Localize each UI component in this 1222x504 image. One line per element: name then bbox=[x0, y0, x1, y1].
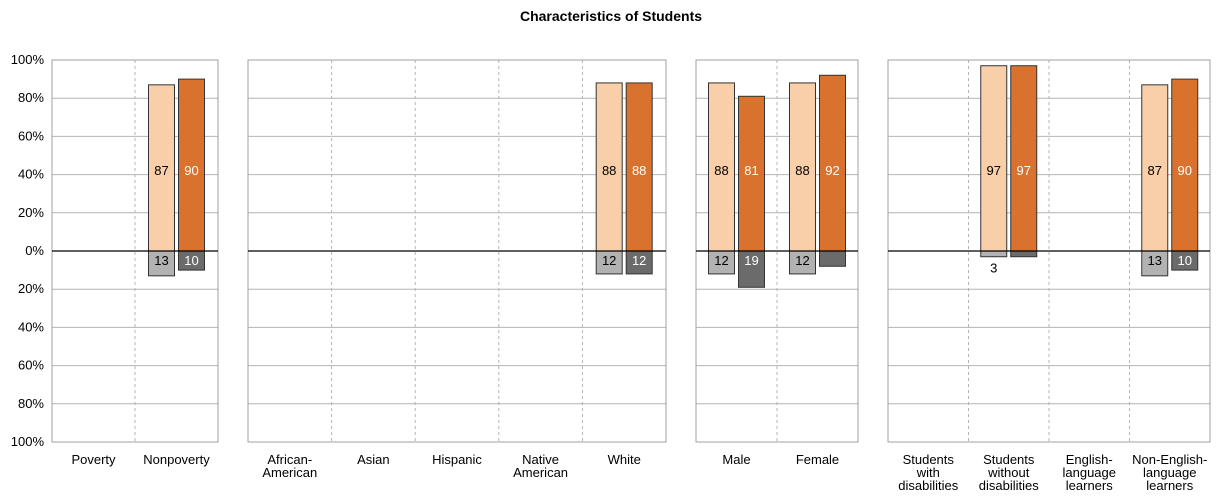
data-label-lower: 13 bbox=[1148, 253, 1162, 268]
bar-upper bbox=[595, 82, 623, 252]
bar-lower bbox=[980, 250, 1008, 258]
y-tick-label: 60% bbox=[18, 128, 44, 143]
x-tick-label: White bbox=[608, 452, 641, 467]
x-tick-label: with bbox=[916, 465, 940, 480]
x-tick-label: Male bbox=[722, 452, 750, 467]
data-label-upper: 97 bbox=[1017, 163, 1031, 178]
x-tick-label: without bbox=[987, 465, 1030, 480]
data-label-lower: 12 bbox=[632, 253, 646, 268]
y-tick-label: 40% bbox=[18, 167, 44, 182]
y-tick-label: 60% bbox=[18, 358, 44, 373]
chart-title: Characteristics of Students bbox=[519, 8, 703, 24]
y-tick-label: 80% bbox=[18, 90, 44, 105]
bar-lower bbox=[148, 250, 175, 277]
data-label-upper: 88 bbox=[632, 163, 646, 178]
bar-upper bbox=[148, 84, 175, 252]
data-label-lower: 12 bbox=[795, 253, 809, 268]
x-tick-label: Poverty bbox=[71, 452, 116, 467]
x-tick-label: learners bbox=[1146, 478, 1193, 493]
bar-lower bbox=[738, 250, 765, 288]
x-tick-label: Nonpoverty bbox=[143, 452, 210, 467]
bar-lower bbox=[1141, 250, 1169, 277]
data-label-lower: 3 bbox=[990, 261, 997, 276]
data-label-upper: 92 bbox=[825, 163, 839, 178]
bar-upper bbox=[1010, 65, 1038, 252]
x-tick-label: Native bbox=[522, 452, 559, 467]
y-tick-label: 20% bbox=[18, 281, 44, 296]
x-tick-label: Female bbox=[796, 452, 839, 467]
y-tick-label: 80% bbox=[18, 396, 44, 411]
data-label-upper: 81 bbox=[744, 163, 758, 178]
data-label-lower: 12 bbox=[602, 253, 616, 268]
bar-upper bbox=[1141, 84, 1169, 252]
bar-upper bbox=[1171, 78, 1199, 252]
data-label-lower: 19 bbox=[744, 253, 758, 268]
bar-upper bbox=[738, 95, 765, 252]
data-label-upper: 88 bbox=[795, 163, 809, 178]
x-tick-label: American bbox=[262, 465, 317, 480]
data-label-upper: 88 bbox=[714, 163, 728, 178]
x-tick-label: Non-English- bbox=[1132, 452, 1207, 467]
x-tick-label: disabilities bbox=[979, 478, 1039, 493]
x-tick-label: disabilities bbox=[898, 478, 958, 493]
x-tick-label: English- bbox=[1066, 452, 1113, 467]
bar-upper bbox=[819, 74, 846, 252]
x-tick-label: Students bbox=[983, 452, 1035, 467]
bar-upper bbox=[708, 82, 735, 252]
x-tick-label: Hispanic bbox=[432, 452, 482, 467]
x-tick-label: American bbox=[513, 465, 568, 480]
data-label-lower: 10 bbox=[184, 253, 198, 268]
data-label-upper: 97 bbox=[987, 163, 1001, 178]
data-label-upper: 87 bbox=[1148, 163, 1162, 178]
bar-lower bbox=[819, 250, 846, 267]
x-tick-label: Asian bbox=[357, 452, 390, 467]
y-tick-label: 100% bbox=[11, 434, 45, 449]
data-label-lower: 12 bbox=[714, 253, 728, 268]
y-tick-label: 20% bbox=[18, 205, 44, 220]
data-label-upper: 87 bbox=[154, 163, 168, 178]
y-tick-label: 100% bbox=[11, 52, 45, 67]
data-label-upper: 88 bbox=[602, 163, 616, 178]
data-label-upper: 90 bbox=[184, 163, 198, 178]
x-tick-label: Students bbox=[903, 452, 955, 467]
data-label-lower: 13 bbox=[154, 253, 168, 268]
x-tick-label: language bbox=[1143, 465, 1197, 480]
bar-upper bbox=[789, 82, 816, 252]
x-tick-label: African- bbox=[267, 452, 312, 467]
bar-upper bbox=[178, 78, 205, 252]
y-tick-label: 0% bbox=[25, 243, 44, 258]
bar-lower bbox=[1010, 250, 1038, 258]
data-label-upper: 90 bbox=[1178, 163, 1192, 178]
x-tick-label: learners bbox=[1066, 478, 1113, 493]
bar-upper bbox=[980, 65, 1008, 252]
x-tick-label: language bbox=[1063, 465, 1117, 480]
data-label-lower: 10 bbox=[1178, 253, 1192, 268]
bar-upper bbox=[625, 82, 653, 252]
y-tick-label: 40% bbox=[18, 319, 44, 334]
